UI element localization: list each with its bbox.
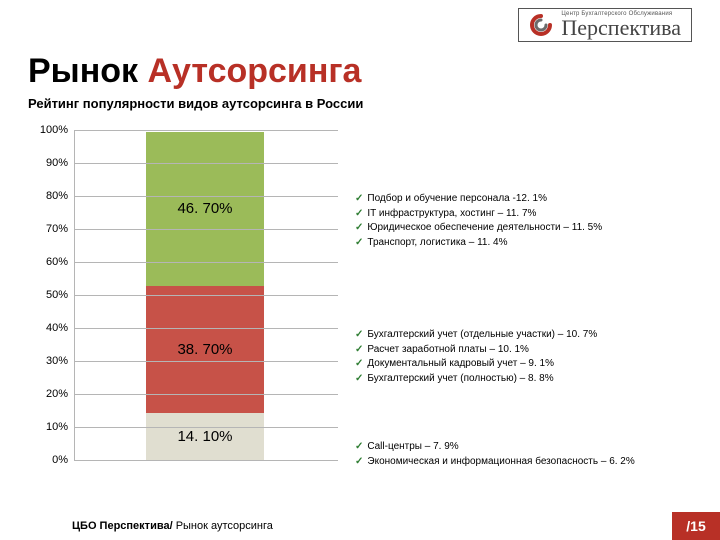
page-title: Рынок Аутсорсинга	[28, 52, 361, 91]
footer-bold: ЦБО Перспектива/	[72, 520, 176, 532]
page-number-badge: /15	[672, 512, 720, 540]
bullet-row: ✓ Call-центры – 7. 9%	[355, 440, 695, 455]
y-tick-label: 100%	[40, 124, 68, 136]
check-icon: ✓	[355, 328, 363, 343]
footer: ЦБО Перспектива/ Рынок аутсорсинга /15	[0, 512, 720, 540]
logo-swirl-icon	[527, 13, 555, 37]
title-part1: Рынок	[28, 52, 147, 90]
chart-segment: 14. 10%	[146, 413, 264, 460]
chart-gridline	[74, 361, 338, 362]
brand-big-text: Перспектива	[561, 17, 681, 39]
bullet-text: Подбор и обучение персонала -12. 1%	[367, 192, 547, 207]
bullet-text: Экономическая и информационная безопасно…	[367, 455, 634, 470]
y-tick-label: 80%	[46, 190, 68, 202]
check-icon: ✓	[355, 236, 363, 251]
check-icon: ✓	[355, 372, 363, 387]
chart-gridline	[74, 427, 338, 428]
chart-gridline	[74, 328, 338, 329]
check-icon: ✓	[355, 357, 363, 372]
chart-gridline	[74, 229, 338, 230]
check-icon: ✓	[355, 343, 363, 358]
check-icon: ✓	[355, 207, 363, 222]
y-tick-label: 0%	[52, 454, 68, 466]
y-tick-label: 50%	[46, 289, 68, 301]
footer-rest: Рынок аутсорсинга	[176, 520, 273, 532]
bullet-row: ✓ Юридическое обеспечение деятельности – …	[355, 221, 695, 236]
bullet-text: Бухгалтерский учет (полностью) – 8. 8%	[367, 372, 553, 387]
bullet-text: Бухгалтерский учет (отдельные участки) –…	[367, 328, 597, 343]
y-tick-label: 60%	[46, 256, 68, 268]
bullet-text: Документальный кадровый учет – 9. 1%	[367, 357, 554, 372]
bullet-row: ✓ Документальный кадровый учет – 9. 1%	[355, 357, 695, 372]
check-icon: ✓	[355, 440, 363, 455]
bullet-row: ✓ Транспорт, логистика – 11. 4%	[355, 236, 695, 251]
bullet-text: IT инфраструктура, хостинг – 11. 7%	[367, 207, 536, 222]
bullet-row: ✓ Экономическая и информационная безопасн…	[355, 455, 695, 470]
bullet-text: Транспорт, логистика – 11. 4%	[367, 236, 507, 251]
y-tick-label: 90%	[46, 157, 68, 169]
y-tick-label: 70%	[46, 223, 68, 235]
bullet-text: Call-центры – 7. 9%	[367, 440, 458, 455]
bullet-group: ✓ Подбор и обучение персонала -12. 1% ✓ IT …	[355, 192, 695, 250]
footer-text: ЦБО Перспектива/ Рынок аутсорсинга	[72, 520, 273, 532]
check-icon: ✓	[355, 221, 363, 236]
bullet-row: ✓ IT инфраструктура, хостинг – 11. 7%	[355, 207, 695, 222]
y-tick-label: 10%	[46, 421, 68, 433]
chart-y-axis: 0%10%20%30%40%50%60%70%80%90%100%	[28, 130, 74, 460]
chart-gridline	[74, 460, 338, 461]
bullet-text: Юридическое обеспечение деятельности – 1…	[367, 221, 602, 236]
chart: 0%10%20%30%40%50%60%70%80%90%100% 14. 10…	[28, 130, 338, 460]
y-tick-label: 20%	[46, 388, 68, 400]
chart-plot: 14. 10%38. 70%46. 70%	[74, 130, 338, 460]
chart-gridline	[74, 163, 338, 164]
chart-gridline	[74, 295, 338, 296]
check-icon: ✓	[355, 192, 363, 207]
chart-gridline	[74, 262, 338, 263]
chart-gridline	[74, 394, 338, 395]
page-subtitle: Рейтинг популярности видов аутсорсинга в…	[28, 96, 363, 111]
chart-gridline	[74, 196, 338, 197]
y-tick-label: 40%	[46, 322, 68, 334]
y-tick-label: 30%	[46, 355, 68, 367]
brand-box: Центр Бухгалтерского Обслуживания Перспе…	[518, 8, 692, 42]
bullet-row: ✓ Бухгалтерский учет (отдельные участки) …	[355, 328, 695, 343]
title-part2: Аутсорсинга	[147, 52, 361, 90]
bullet-group: ✓ Бухгалтерский учет (отдельные участки) …	[355, 328, 695, 386]
bullet-text: Расчет заработной платы – 10. 1%	[367, 343, 529, 358]
bullet-row: ✓ Подбор и обучение персонала -12. 1%	[355, 192, 695, 207]
check-icon: ✓	[355, 455, 363, 470]
chart-gridline	[74, 130, 338, 131]
bullet-group: ✓ Call-центры – 7. 9% ✓ Экономическая и инф…	[355, 440, 695, 469]
bullet-row: ✓ Расчет заработной платы – 10. 1%	[355, 343, 695, 358]
bullet-row: ✓ Бухгалтерский учет (полностью) – 8. 8%	[355, 372, 695, 387]
slide: Центр Бухгалтерского Обслуживания Перспе…	[0, 0, 720, 540]
